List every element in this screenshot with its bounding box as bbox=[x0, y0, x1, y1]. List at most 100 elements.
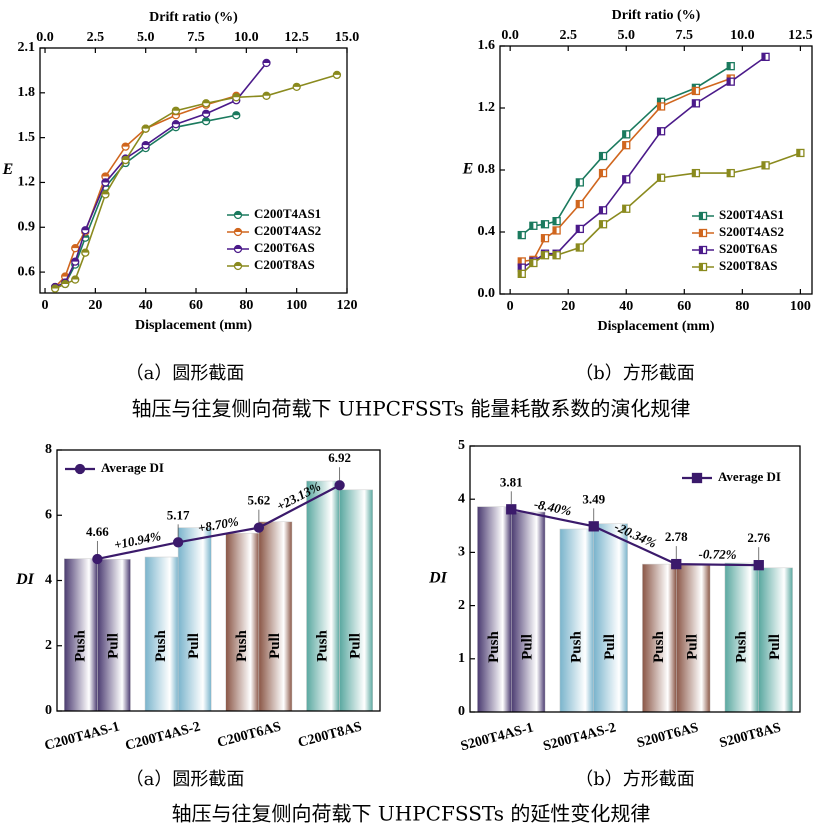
x2-tick-label: 10.0 bbox=[234, 30, 259, 45]
marker-fill bbox=[553, 226, 557, 234]
marker-fill bbox=[529, 222, 534, 230]
marker bbox=[506, 504, 517, 515]
marker-fill bbox=[576, 244, 580, 251]
plot-frame bbox=[39, 47, 348, 294]
marker-fill bbox=[202, 117, 210, 122]
marker-fill bbox=[657, 174, 662, 182]
value-label: 2.78 bbox=[665, 529, 688, 544]
x-tick-label: S200T6AS bbox=[635, 720, 700, 751]
x-tick-label: 80 bbox=[735, 299, 749, 314]
marker-fill bbox=[657, 127, 662, 135]
legend-label: S200T4AS1 bbox=[719, 207, 784, 222]
marker-fill bbox=[622, 141, 627, 149]
bar bbox=[258, 521, 293, 712]
marker-fill bbox=[232, 111, 240, 116]
marker-fill bbox=[599, 220, 604, 228]
x-tick-label: 20 bbox=[88, 298, 102, 313]
marker-fill bbox=[518, 231, 522, 239]
marker-fill bbox=[234, 245, 242, 249]
marker-fill bbox=[599, 152, 604, 160]
x2-tick-label: 2.5 bbox=[559, 28, 577, 43]
marker-fill bbox=[727, 169, 731, 177]
bar-series-label: Pull bbox=[767, 634, 783, 660]
change-annotation: +8.70% bbox=[197, 513, 240, 535]
marker-fill bbox=[262, 59, 270, 63]
bar bbox=[97, 559, 131, 712]
marker bbox=[588, 521, 599, 532]
marker-fill bbox=[101, 178, 109, 183]
marker-fill bbox=[101, 190, 109, 195]
caption: （a）圆形截面 bbox=[126, 363, 245, 384]
y-tick-label: 0 bbox=[458, 704, 465, 719]
x2-tick-label: 15.0 bbox=[335, 30, 360, 45]
bar-series-label: Pull bbox=[602, 634, 618, 660]
value-label: 6.92 bbox=[328, 450, 351, 465]
plot-frame bbox=[469, 445, 801, 713]
marker-fill bbox=[727, 78, 731, 86]
marker-fill bbox=[599, 169, 604, 177]
change-annotation: +10.94% bbox=[113, 528, 163, 552]
marker-fill bbox=[142, 141, 150, 146]
bar-series-label: Push bbox=[651, 631, 667, 663]
marker-fill bbox=[762, 53, 766, 61]
x-tick-label: C200T4AS-2 bbox=[124, 719, 202, 753]
legend-label: Average DI bbox=[101, 460, 164, 475]
bar-series-label: Pull bbox=[267, 633, 283, 659]
marker-fill bbox=[172, 107, 180, 111]
marker-fill bbox=[202, 110, 210, 114]
marker-fill bbox=[172, 120, 180, 125]
series-line bbox=[521, 65, 732, 236]
y-tick-label: 0.4 bbox=[478, 224, 496, 239]
marker-fill bbox=[657, 102, 662, 110]
marker-fill bbox=[234, 228, 242, 232]
bar-series-label: Pull bbox=[186, 633, 202, 659]
bar bbox=[559, 528, 594, 713]
x2-tick-label: 10.0 bbox=[730, 28, 755, 43]
marker-fill bbox=[622, 175, 627, 183]
marker-fill bbox=[576, 178, 580, 186]
x-tick-label: 40 bbox=[139, 298, 153, 313]
value-label: 3.49 bbox=[582, 491, 605, 506]
legend-label: S200T6AS bbox=[719, 241, 778, 256]
marker-fill bbox=[699, 246, 703, 254]
x-tick-label: S200T4AS-1 bbox=[459, 720, 535, 754]
marker-fill bbox=[692, 99, 696, 107]
x2-axis-label: Drift ratio (%) bbox=[149, 10, 238, 25]
value-label: 2.76 bbox=[747, 530, 770, 545]
bar-series-label: Pull bbox=[520, 634, 536, 660]
marker-fill bbox=[576, 225, 580, 233]
marker-fill bbox=[699, 263, 703, 271]
bar-series-label: Push bbox=[153, 630, 169, 662]
bar bbox=[64, 558, 98, 712]
value-label: 4.66 bbox=[86, 524, 109, 539]
marker-fill bbox=[518, 270, 522, 278]
marker-fill bbox=[518, 257, 522, 265]
y-tick-label: 1 bbox=[458, 651, 465, 666]
marker bbox=[92, 553, 103, 565]
y-tick-label: 0 bbox=[45, 703, 52, 718]
marker-fill bbox=[122, 143, 130, 147]
marker-fill bbox=[142, 125, 150, 129]
x-tick-label: S200T4AS-2 bbox=[542, 720, 618, 754]
marker-fill bbox=[622, 205, 627, 213]
bar-series-label: Pull bbox=[105, 633, 121, 659]
average-line bbox=[97, 484, 341, 561]
change-annotation: -0.72% bbox=[698, 546, 736, 561]
marker bbox=[753, 560, 764, 571]
marker-fill bbox=[333, 71, 341, 75]
x2-tick-label: 7.5 bbox=[187, 30, 205, 45]
x-axis-label: Displacement (mm) bbox=[597, 319, 714, 334]
bar bbox=[477, 506, 512, 713]
marker-fill bbox=[576, 200, 580, 208]
y-tick-label: 0.9 bbox=[18, 219, 36, 234]
series-line bbox=[521, 77, 732, 263]
y-tick-label: 1.2 bbox=[18, 175, 36, 190]
y-tick-label: 5 bbox=[458, 438, 465, 453]
x-tick-label: S200T8AS bbox=[718, 720, 783, 751]
marker-fill bbox=[234, 211, 242, 215]
x2-tick-label: 2.5 bbox=[87, 30, 105, 45]
marker-fill bbox=[699, 229, 703, 237]
bar bbox=[511, 511, 546, 713]
marker-fill bbox=[699, 212, 703, 220]
